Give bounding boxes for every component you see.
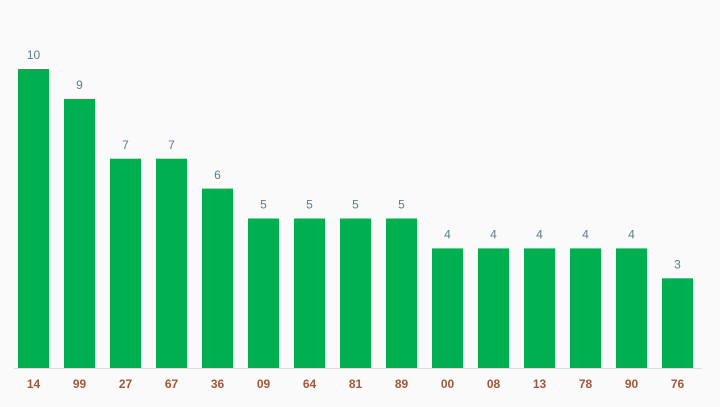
bar [662,278,693,368]
value-label: 6 [214,168,221,182]
bar [432,248,463,368]
bar [202,188,233,368]
value-label: 5 [260,198,267,212]
value-label: 3 [674,257,681,271]
bar [616,248,647,368]
bar [64,98,95,369]
x-tick-label: 14 [27,377,41,391]
bar [524,248,555,368]
bar [18,69,49,368]
bar [340,218,371,368]
x-tick-label: 09 [257,377,271,391]
value-label: 10 [27,48,41,62]
bar [110,158,141,368]
x-tick-label: 90 [625,377,639,391]
x-tick-label: 13 [533,377,547,391]
x-tick-label: 27 [119,377,133,391]
x-tick-label: 89 [395,377,409,391]
x-tick-label: 67 [165,377,179,391]
value-label: 4 [490,228,497,242]
value-label: 5 [306,198,313,212]
x-tick-label: 99 [73,377,87,391]
value-label: 4 [444,228,451,242]
x-tick-label: 08 [487,377,501,391]
value-label: 7 [122,138,129,152]
bar [386,218,417,368]
value-label: 7 [168,138,175,152]
value-label: 4 [582,228,589,242]
value-label: 5 [352,198,359,212]
x-tick-label: 81 [349,377,363,391]
x-tick-label: 76 [671,377,685,391]
value-label: 4 [536,228,543,242]
bar [478,248,509,368]
bar [156,158,187,368]
value-label: 9 [76,78,83,92]
value-label: 5 [398,198,405,212]
x-tick-label: 64 [303,377,317,391]
x-tick-label: 00 [441,377,455,391]
bar [570,248,601,368]
x-tick-label: 36 [211,377,225,391]
bar [248,218,279,368]
value-label: 4 [628,228,635,242]
bar [294,218,325,368]
x-tick-label: 78 [579,377,593,391]
